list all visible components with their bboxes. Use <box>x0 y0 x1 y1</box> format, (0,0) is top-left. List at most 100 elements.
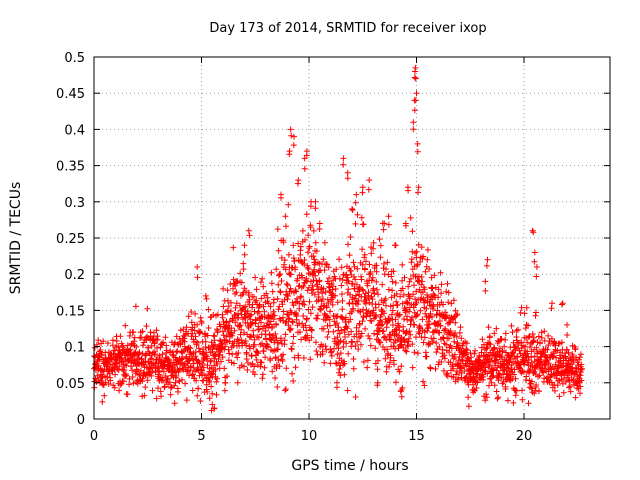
data-point <box>97 347 104 353</box>
data-point <box>126 375 133 382</box>
data-point <box>562 378 569 385</box>
data-point <box>280 308 287 315</box>
data-point <box>243 342 250 349</box>
data-point <box>300 313 307 319</box>
data-point <box>493 325 500 332</box>
data-point <box>398 393 405 400</box>
data-point <box>149 387 156 394</box>
data-point <box>416 324 423 331</box>
data-point <box>139 328 146 335</box>
data-point <box>413 248 420 255</box>
data-point <box>470 389 477 396</box>
data-point <box>358 330 365 337</box>
data-point <box>325 264 332 271</box>
data-point <box>308 326 315 333</box>
data-point <box>334 320 340 327</box>
data-point <box>251 363 258 370</box>
data-point <box>304 315 310 322</box>
data-point <box>255 323 262 330</box>
data-point <box>346 252 353 259</box>
data-point <box>366 177 373 184</box>
data-point <box>224 339 230 345</box>
data-point <box>206 379 213 385</box>
data-point <box>252 274 259 281</box>
data-point <box>282 213 289 220</box>
data-point <box>213 391 220 398</box>
data-point <box>339 306 346 313</box>
data-point <box>365 332 372 339</box>
data-point <box>525 322 532 329</box>
data-point <box>109 337 116 344</box>
data-point <box>538 334 545 341</box>
data-point <box>548 379 555 386</box>
data-point <box>189 387 196 394</box>
data-point <box>417 307 424 314</box>
data-point <box>471 350 478 357</box>
data-point <box>302 236 308 243</box>
data-point <box>364 357 371 364</box>
data-point <box>100 338 107 345</box>
data-point <box>330 328 337 335</box>
data-point <box>290 378 297 384</box>
data-point <box>311 291 318 298</box>
data-point <box>231 327 238 334</box>
data-point <box>536 372 543 379</box>
data-point <box>322 343 329 350</box>
data-point <box>355 297 362 304</box>
data-point <box>502 383 509 390</box>
data-point <box>152 351 158 358</box>
data-point <box>545 360 552 367</box>
data-point <box>429 338 436 345</box>
data-point <box>224 287 231 294</box>
data-point <box>219 328 226 335</box>
data-point <box>380 328 387 335</box>
data-point <box>221 387 228 394</box>
data-point <box>289 340 296 347</box>
data-point <box>392 279 399 286</box>
data-point <box>430 303 437 310</box>
data-point <box>222 343 229 350</box>
data-point <box>178 356 185 363</box>
data-point <box>287 271 294 278</box>
data-point <box>445 299 452 306</box>
data-point <box>246 296 253 303</box>
data-point <box>454 311 461 318</box>
data-point <box>151 340 158 347</box>
data-point <box>421 286 428 293</box>
data-point <box>397 388 404 395</box>
data-point <box>316 277 323 284</box>
data-point <box>558 301 565 308</box>
data-point <box>321 267 328 274</box>
data-point <box>485 324 492 331</box>
data-point <box>264 294 271 301</box>
data-point <box>247 345 253 352</box>
data-point <box>518 339 525 346</box>
data-point <box>233 289 240 296</box>
data-point <box>540 369 547 376</box>
data-point <box>123 362 130 369</box>
data-point <box>258 359 265 366</box>
data-point <box>340 155 347 162</box>
data-point <box>494 395 501 402</box>
data-point <box>420 339 427 346</box>
data-point <box>241 251 248 258</box>
data-point <box>173 333 180 340</box>
data-point <box>576 354 583 361</box>
data-point <box>537 339 544 346</box>
data-point <box>204 355 211 362</box>
data-point <box>452 319 459 326</box>
data-point <box>173 373 180 379</box>
data-point <box>362 325 369 332</box>
data-point <box>320 256 327 263</box>
data-point <box>276 303 283 310</box>
data-point <box>224 307 231 314</box>
data-point <box>133 343 140 350</box>
data-point <box>282 266 289 273</box>
data-point <box>244 308 251 315</box>
data-point <box>349 207 356 213</box>
data-point <box>366 335 373 342</box>
data-point <box>406 308 413 315</box>
data-point <box>149 368 156 375</box>
data-point <box>217 323 224 330</box>
